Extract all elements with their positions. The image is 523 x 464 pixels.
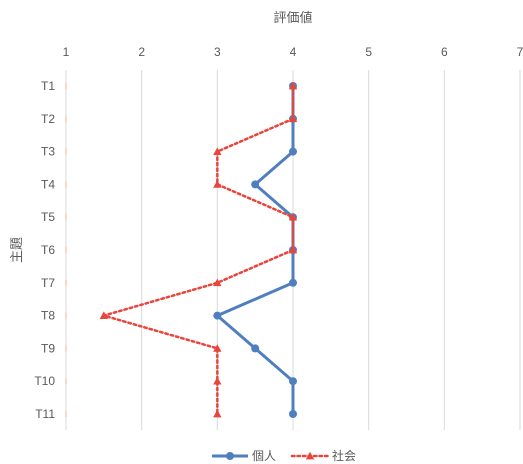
data-point — [251, 344, 260, 353]
series-social — [99, 81, 298, 418]
y-tick-label: T6 — [41, 243, 55, 257]
legend: 個人 社会 — [212, 448, 356, 463]
legend-label: 個人 — [252, 449, 276, 463]
data-point — [213, 377, 222, 385]
y-axis-title: 主題 — [9, 237, 24, 263]
legend-marker — [226, 452, 234, 460]
data-point — [288, 213, 298, 221]
series-personal — [213, 82, 297, 418]
data-point — [99, 311, 109, 319]
data-point — [213, 311, 222, 320]
y-tick-label: T1 — [41, 79, 55, 93]
data-point — [289, 377, 297, 386]
y-tick-label: T5 — [41, 210, 55, 224]
data-point — [213, 278, 222, 287]
axis-title: 評価値 — [273, 10, 312, 25]
x-tick-labels: 1 2 3 4 5 6 7 — [63, 45, 523, 59]
x-tick-label: 5 — [365, 45, 372, 59]
x-tick-label: 1 — [63, 45, 70, 59]
y-tick-label: T10 — [34, 374, 55, 388]
x-tick-label: 6 — [441, 45, 448, 59]
data-point — [213, 344, 222, 352]
data-point — [213, 147, 222, 155]
x-tick-label: 2 — [138, 45, 145, 59]
data-point — [288, 245, 298, 254]
y-tick-label: T8 — [41, 309, 55, 323]
data-point — [251, 180, 260, 189]
y-tick-label: T2 — [41, 112, 55, 126]
y-tick-label: T3 — [41, 145, 55, 159]
x-tick-label: 7 — [517, 45, 523, 59]
x-tick-label: 4 — [290, 45, 297, 59]
legend-label: 社会 — [332, 448, 356, 463]
x-tick-label: 3 — [214, 45, 221, 59]
series-line — [102, 84, 295, 416]
data-point — [289, 278, 297, 287]
data-point — [288, 114, 298, 123]
series-group — [99, 81, 298, 418]
data-point — [288, 81, 298, 90]
data-point — [289, 410, 297, 418]
data-point — [213, 180, 222, 188]
data-point — [213, 409, 222, 418]
y-tick-labels: T1 T2 T3 T4 T5 T6 T7 T8 T9 T10 T11 — [34, 79, 67, 421]
legend-marker — [305, 451, 315, 460]
y-tick-label: T9 — [41, 341, 55, 355]
y-tick-label: T11 — [35, 407, 55, 421]
y-tick-label: T7 — [41, 276, 55, 290]
data-point — [289, 147, 297, 156]
y-tick-label: T4 — [41, 177, 55, 191]
